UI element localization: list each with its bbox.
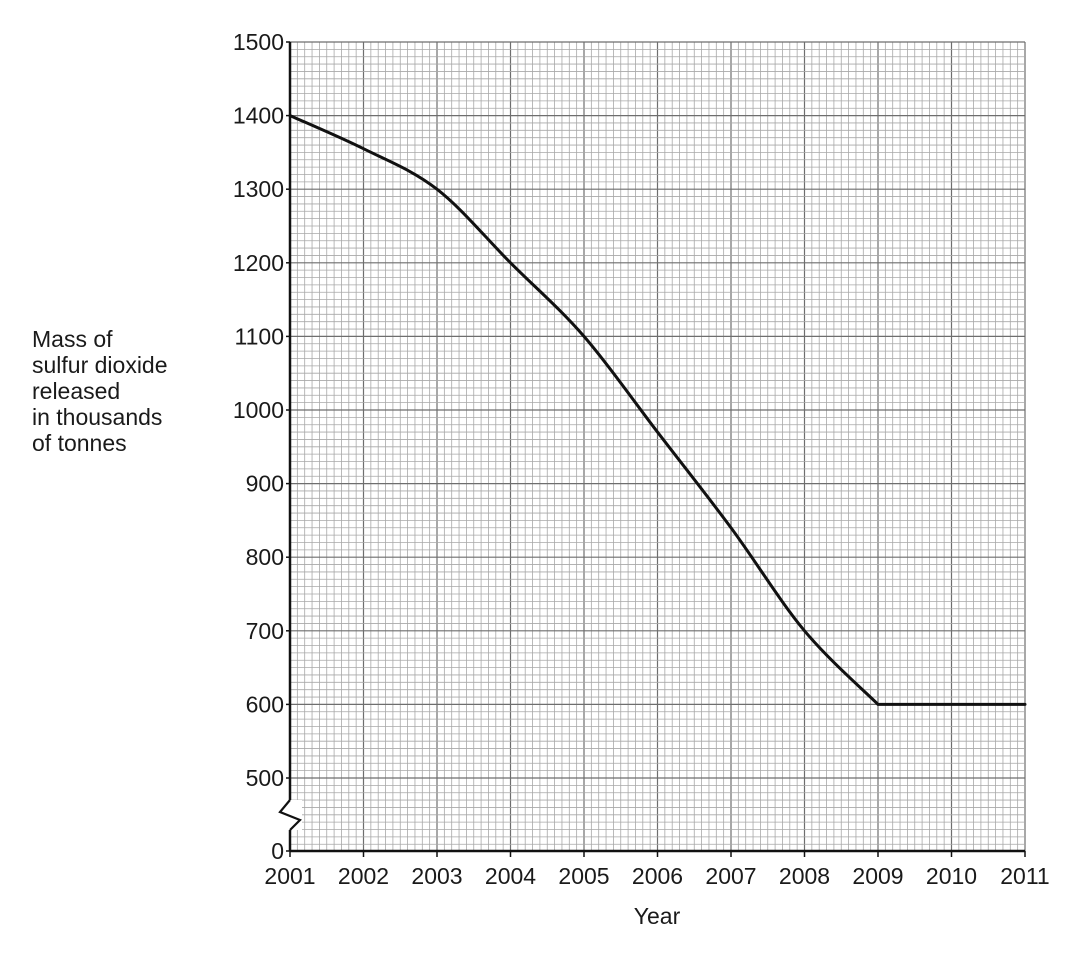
x-tick-label: 2009	[852, 863, 903, 889]
x-tick-label: 2003	[411, 863, 462, 889]
axes	[278, 42, 1025, 853]
y-axis-label-line: released	[32, 378, 121, 404]
series-group	[288, 114, 1027, 706]
y-tick-label: 1100	[235, 323, 284, 349]
x-tick-label: 2004	[485, 863, 536, 889]
x-axis-label: Year	[634, 903, 681, 929]
y-tick-label: 1500	[233, 29, 284, 55]
y-tick-label: 600	[246, 691, 284, 717]
y-tick-label: 500	[246, 765, 284, 791]
x-tick-label: 2007	[705, 863, 756, 889]
y-axis-label-line: Mass of	[32, 326, 113, 352]
y-axis-label: Mass of sulfur dioxide released in thous…	[32, 326, 212, 456]
y-tick-label: 700	[246, 618, 284, 644]
y-tick-label: 900	[246, 471, 284, 497]
y-axis-label-line: in thousands	[32, 404, 163, 430]
x-tick-label: 2005	[558, 863, 609, 889]
series-line	[288, 114, 1027, 706]
x-tick-label: 2002	[338, 863, 389, 889]
x-tick-label: 2008	[779, 863, 830, 889]
x-tick-label: 2011	[1000, 863, 1049, 889]
y-tick-label: 1300	[233, 176, 284, 202]
y-tick-labels: 0 500 600 700 800 900 1000 1100 1200 1300 1400 1500	[233, 29, 290, 864]
y-tick-label: 1400	[233, 103, 284, 129]
y-axis-label-line: sulfur dioxide	[32, 352, 168, 378]
y-tick-label: 1000	[233, 397, 284, 423]
y-axis-label-line: of tonnes	[32, 430, 127, 456]
y-tick-label: 800	[246, 544, 284, 570]
x-tick-label: 2010	[926, 863, 977, 889]
axis-break-mark	[278, 799, 302, 831]
x-tick-labels: 2001 2002 2003 2004 2005 2006 2007 2008 2009 2010…	[264, 851, 1050, 889]
grid	[290, 41, 1026, 851]
y-tick-label: 0	[271, 838, 284, 864]
y-tick-label: 1200	[233, 250, 284, 276]
x-tick-label: 2006	[632, 863, 683, 889]
x-tick-label: 2001	[264, 863, 315, 889]
axis-break-mask	[280, 800, 302, 830]
